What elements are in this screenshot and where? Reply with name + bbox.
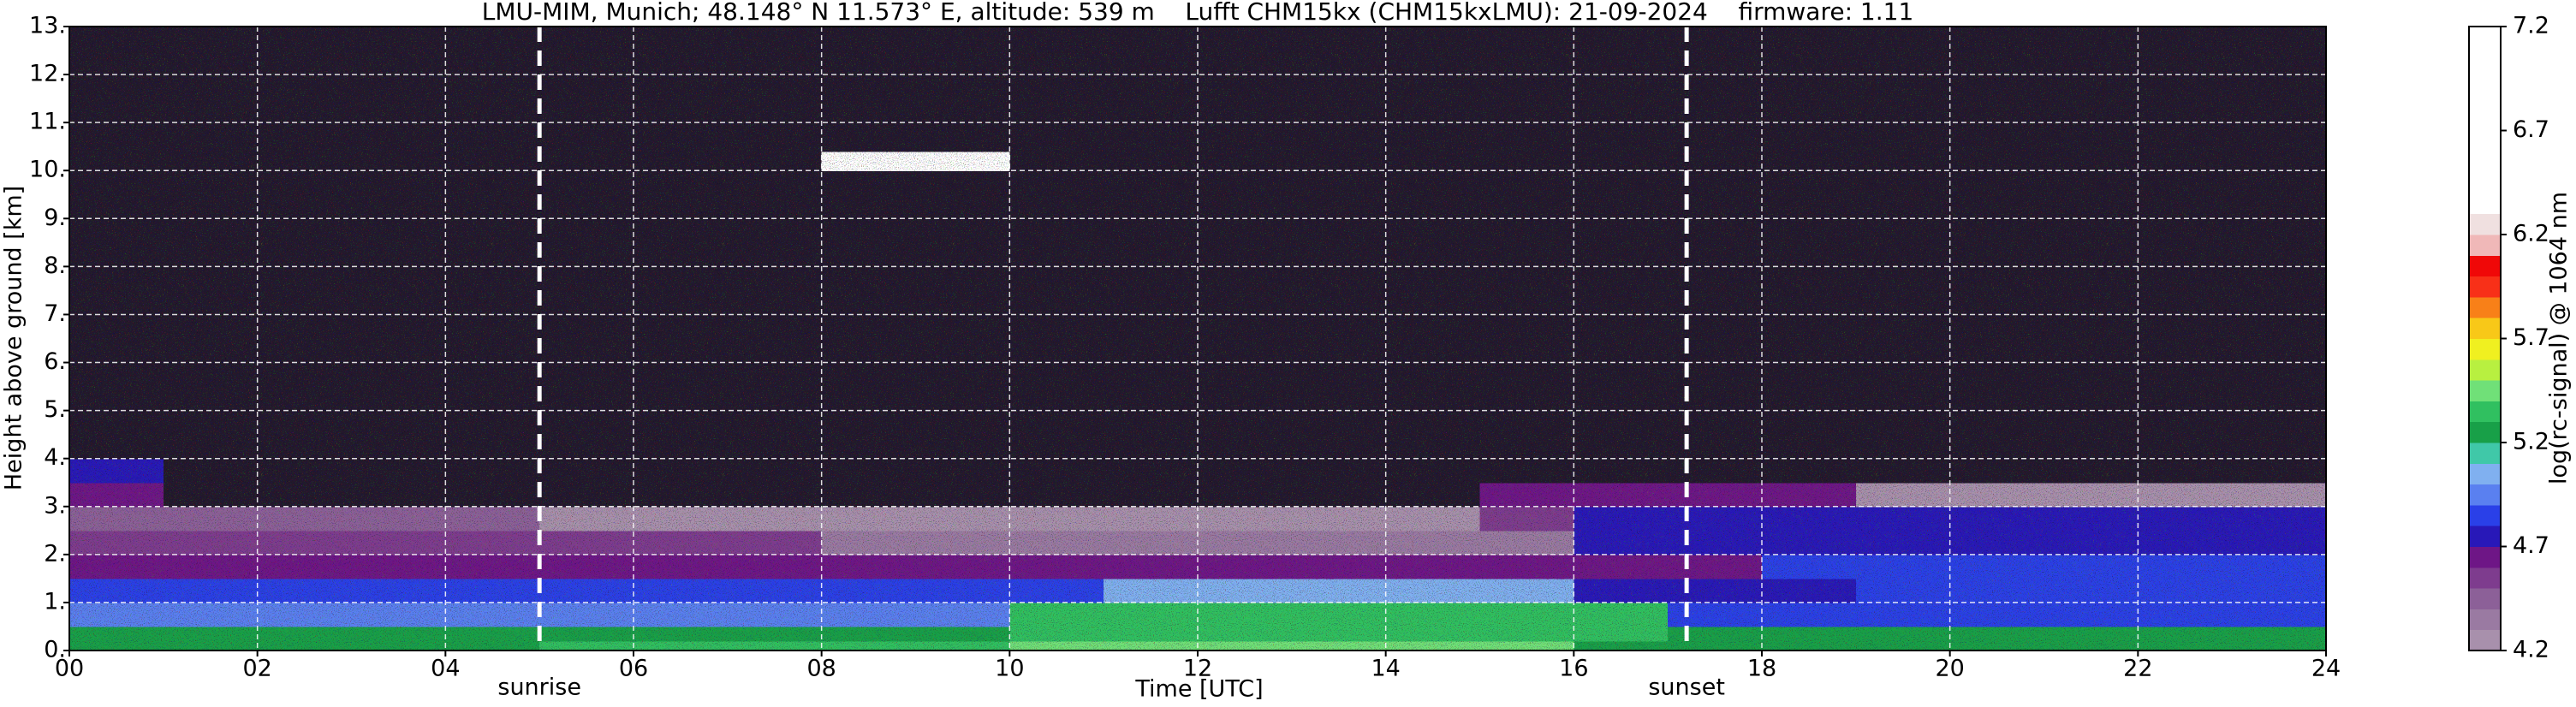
colorbar-tick-label: 4.7 (2513, 532, 2549, 559)
colorbar-swatch (2469, 318, 2501, 339)
colorbar-swatch (2469, 338, 2501, 360)
x-tick-label: 06 (619, 656, 648, 682)
colorbar-swatch (2469, 526, 2501, 547)
x-tick-label: 04 (431, 656, 460, 682)
colorbar-tick-label: 5.2 (2513, 429, 2549, 455)
y-tick-label: 6. (44, 348, 66, 375)
colorbar-swatch (2469, 151, 2501, 173)
y-tick-label: 10. (29, 157, 66, 183)
colorbar-swatch (2469, 296, 2501, 318)
colorbar-swatch (2469, 130, 2501, 152)
y-tick-label: 9. (44, 205, 66, 231)
colorbar-swatch (2469, 27, 2501, 48)
colorbar-swatch (2469, 588, 2501, 609)
chart-title: LMU-MIM, Munich; 48.148° N 11.573° E, al… (482, 0, 1914, 26)
y-tick-label: 8. (44, 253, 66, 279)
colorbar-label: log(rc-signal) @ 1064 nm (2546, 192, 2573, 484)
x-tick-label: 02 (242, 656, 271, 682)
annotation-label: sunset (1648, 674, 1725, 701)
colorbar-swatch (2469, 47, 2501, 69)
colorbar-swatch (2469, 546, 2501, 568)
y-tick-label: 7. (44, 300, 66, 327)
colorbar-swatch (2469, 255, 2501, 277)
x-tick-label: 00 (55, 656, 84, 682)
colorbar-swatch (2469, 421, 2501, 443)
y-tick-label: 0. (44, 637, 66, 663)
y-axis-label: Height above ground [km] (1, 186, 27, 490)
colorbar-swatch (2469, 68, 2501, 90)
colorbar-swatch (2469, 567, 2501, 589)
colorbar-swatch (2469, 88, 2501, 110)
x-tick-label: 08 (806, 656, 836, 682)
y-tick-label: 2. (44, 540, 66, 567)
y-tick-label: 12. (29, 61, 66, 87)
y-tick-label: 3. (44, 492, 66, 519)
colorbar-swatch (2469, 380, 2501, 401)
colorbar-swatch (2469, 443, 2501, 464)
colorbar-tick-label: 4.2 (2513, 637, 2549, 663)
x-tick-label: 24 (2311, 656, 2341, 682)
plot-frame (68, 26, 2327, 651)
y-tick-label: 11. (29, 109, 66, 135)
y-tick-label: 5. (44, 396, 66, 423)
colorbar-swatch (2469, 484, 2501, 506)
colorbar-swatch (2469, 276, 2501, 298)
y-tick-label: 13. (29, 13, 66, 39)
x-tick-label: 20 (1935, 656, 1964, 682)
annotation-label: sunrise (497, 674, 581, 701)
x-tick-label: 12 (1183, 656, 1212, 682)
colorbar-tick-label: 7.2 (2513, 13, 2549, 39)
colorbar-swatch (2469, 463, 2501, 485)
x-tick-label: 22 (2123, 656, 2152, 682)
colorbar-swatch (2469, 629, 2501, 651)
x-tick-label: 18 (1747, 656, 1776, 682)
colorbar-swatch (2469, 193, 2501, 215)
x-tick-label: 16 (1559, 656, 1588, 682)
y-tick-label: 1. (44, 588, 66, 615)
colorbar-swatch (2469, 213, 2501, 235)
x-tick-label: 10 (995, 656, 1024, 682)
x-tick-label: 14 (1371, 656, 1400, 682)
colorbar-tick-label: 5.7 (2513, 324, 2549, 351)
y-tick-label: 4. (44, 444, 66, 471)
colorbar-swatch (2469, 110, 2501, 131)
colorbar-tick-label: 6.7 (2513, 116, 2549, 143)
x-axis-label: Time [UTC] (1134, 676, 1263, 703)
colorbar-swatch (2469, 609, 2501, 631)
colorbar-swatch (2469, 359, 2501, 381)
colorbar-swatch (2469, 172, 2501, 193)
colorbar-swatch (2469, 235, 2501, 256)
colorbar-swatch (2469, 504, 2501, 526)
overlay: 00 02 04 06 08 10 12 14 16 18 20 22 24 0. 1. 2. 3. 4. 5. 6.… (29, 13, 2341, 701)
colorbar-swatch (2469, 401, 2501, 423)
colorbar-tick-label: 6.2 (2513, 221, 2549, 247)
